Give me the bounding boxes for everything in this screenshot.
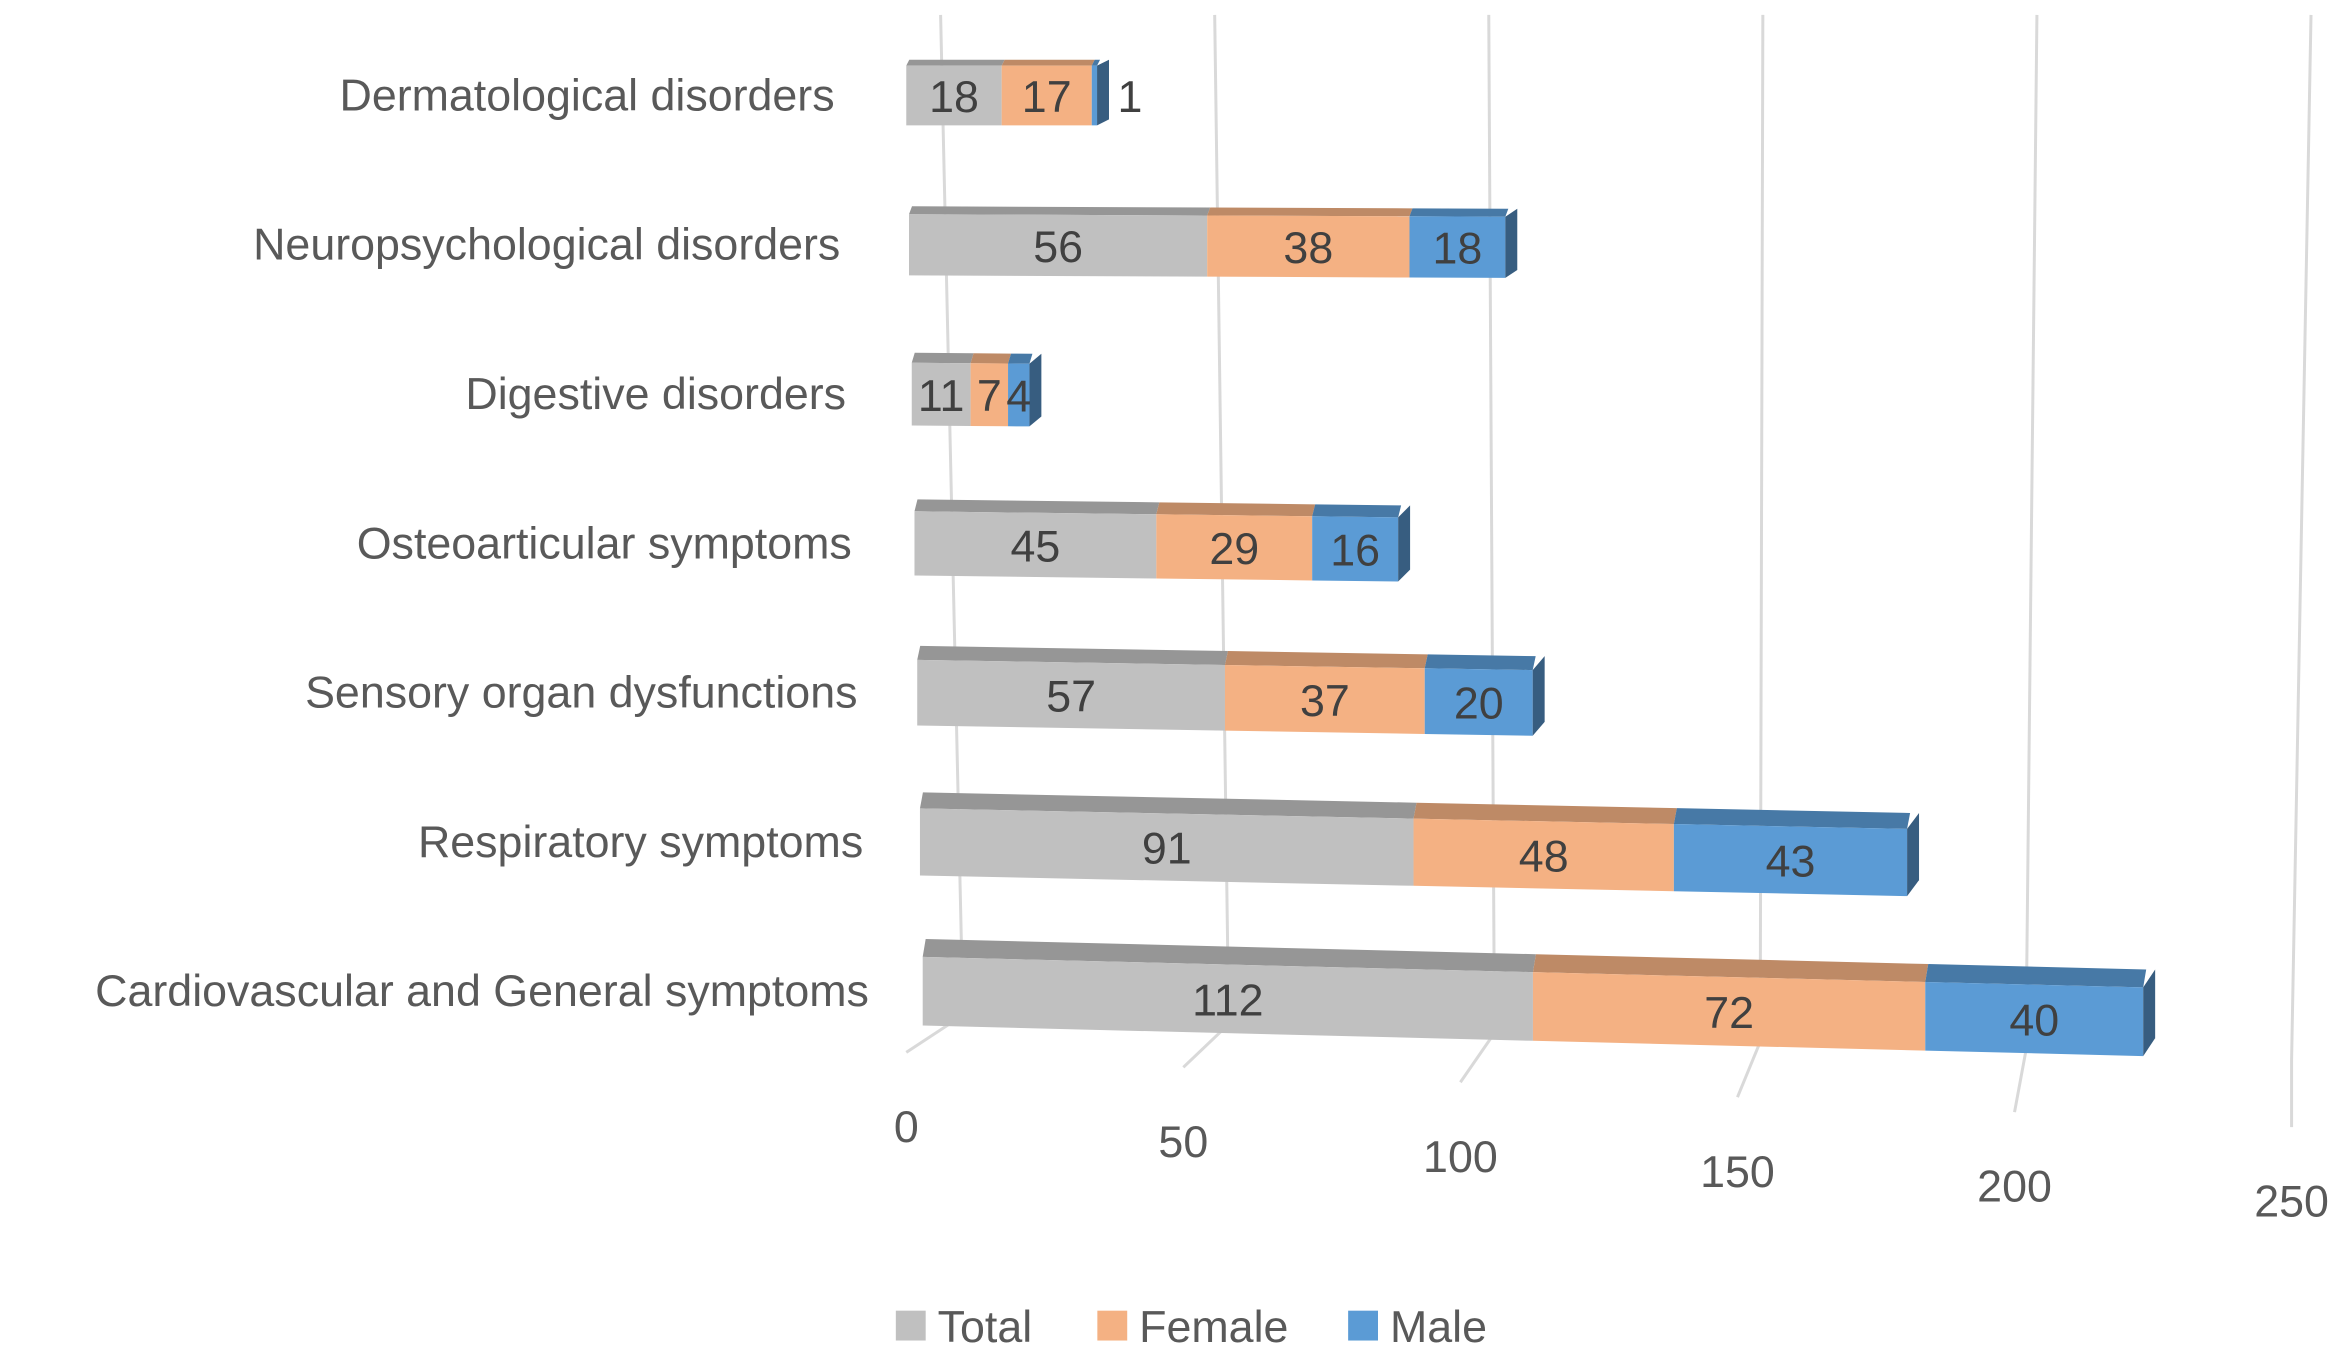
data-label: 112	[1192, 975, 1263, 1025]
bar-segment-male	[1673, 824, 1908, 897]
bar-segment-female	[1207, 215, 1410, 278]
gridline	[2290, 14, 2313, 1128]
bar-side-face	[2143, 969, 2156, 1057]
bar-top-face	[1424, 654, 1536, 671]
category-labels: Dermatological disorders Neuropsychologic…	[95, 70, 869, 1016]
bar-top-face	[1207, 207, 1413, 217]
bar-top-face	[970, 353, 1012, 364]
x-tick-label: 200	[1977, 1162, 2052, 1212]
data-label: 72	[1704, 988, 1754, 1038]
data-label: 16	[1330, 525, 1380, 575]
bar-side-face	[1029, 353, 1042, 427]
bar-segment-total	[922, 956, 1533, 1041]
legend-swatch-male	[1348, 1310, 1378, 1341]
legend-swatch-female	[1097, 1310, 1128, 1341]
category-label: Digestive disorders	[465, 369, 846, 419]
data-label: 17	[1022, 72, 1072, 122]
bar-top-face	[1001, 59, 1095, 66]
bar-segment-male	[1312, 516, 1399, 582]
bar-side-face	[1907, 812, 1920, 897]
x-tick-label: 0	[894, 1102, 919, 1152]
category-label: Cardiovascular and General symptoms	[95, 966, 869, 1016]
bar-top-face	[906, 59, 1005, 66]
x-tick-label: 50	[1158, 1117, 1208, 1167]
data-label: 57	[1046, 672, 1096, 722]
bar-top-face	[1532, 954, 1929, 982]
bar-top-face	[911, 352, 974, 364]
x-axis-tick-labels: 0 50 100 150 200 250	[894, 1102, 2329, 1227]
data-label: 7	[977, 371, 1002, 421]
legend-swatch-total	[895, 1310, 926, 1341]
bar-segment-total	[917, 659, 1225, 731]
bar-segment-male	[1008, 363, 1030, 427]
bar-segment-total	[919, 808, 1414, 886]
bar-top-face	[1413, 802, 1677, 825]
gridline	[1736, 14, 1765, 1098]
category-label: Neuropsychological disorders	[253, 220, 840, 270]
x-tick-label: 250	[2254, 1177, 2329, 1227]
bar-top-face	[1224, 651, 1428, 669]
legend-label: Female	[1139, 1302, 1288, 1348]
bar-segment-female	[1532, 972, 1926, 1051]
gridline	[1459, 14, 1496, 1084]
bars: 18 17 1 56 38 18 11 7 4 45 29 16 57 37 20 91 48 43 112 72 40	[906, 59, 2156, 1057]
category-label: Sensory organ dysfunctions	[305, 668, 857, 718]
bar-segment-female	[970, 363, 1009, 427]
data-label: 40	[2009, 995, 2059, 1045]
data-label: 37	[1300, 676, 1350, 726]
bar-segment-female	[1224, 664, 1425, 734]
bar-segment-male	[1925, 981, 2144, 1057]
gridline	[2013, 14, 2039, 1113]
bar-top-face	[1925, 964, 2147, 988]
bar-segment-female	[1413, 818, 1674, 892]
bar-segment-male	[1424, 668, 1533, 736]
bar-segment-male	[1409, 216, 1506, 278]
legend: Total Female Male	[895, 1302, 1487, 1348]
bar-top-face	[1156, 502, 1316, 517]
bar-segment-female	[1001, 65, 1092, 126]
data-label: 91	[1142, 824, 1192, 874]
bar-top-face	[922, 938, 1536, 973]
bar-segment-total	[911, 362, 971, 426]
bar-top-face	[1312, 504, 1402, 518]
data-label: 11	[918, 371, 964, 421]
bar-side-face	[1097, 59, 1109, 126]
data-label: 20	[1454, 678, 1504, 728]
data-label: 38	[1283, 223, 1333, 273]
bar-segment-total	[909, 214, 1208, 277]
bar-top-face	[1091, 59, 1101, 66]
bar-top-face	[919, 792, 1417, 819]
data-label: 43	[1766, 836, 1816, 886]
bar-top-face	[1409, 208, 1509, 217]
data-label: 18	[929, 72, 979, 122]
data-label: 56	[1033, 222, 1083, 272]
legend-label: Male	[1390, 1302, 1487, 1348]
bar-segment-female	[1156, 514, 1313, 581]
bar-top-face	[914, 499, 1160, 515]
bar-side-face	[1398, 505, 1411, 582]
data-label: 29	[1209, 524, 1259, 574]
bar-segment-male	[1091, 65, 1098, 126]
bar-top-face	[909, 206, 1211, 216]
bar-top-face	[917, 645, 1228, 665]
category-label: Osteoarticular symptoms	[357, 518, 852, 568]
bar-segment-total	[906, 65, 1002, 126]
data-label: 4	[1006, 371, 1031, 421]
bar-segment-total	[914, 511, 1157, 579]
data-label: 48	[1519, 831, 1569, 881]
legend-label: Total	[938, 1302, 1033, 1348]
data-label: 18	[1433, 224, 1483, 274]
bar-side-face	[1505, 208, 1518, 278]
bar-top-face	[1008, 353, 1033, 364]
x-tick-label: 150	[1700, 1147, 1775, 1197]
data-label: 1	[1117, 72, 1142, 122]
category-label: Dermatological disorders	[339, 70, 834, 120]
x-tick-label: 100	[1423, 1132, 1498, 1182]
bar-side-face	[1532, 656, 1545, 736]
bar-top-face	[1673, 808, 1911, 829]
category-label: Respiratory symptoms	[418, 817, 863, 867]
data-label: 45	[1011, 521, 1061, 571]
